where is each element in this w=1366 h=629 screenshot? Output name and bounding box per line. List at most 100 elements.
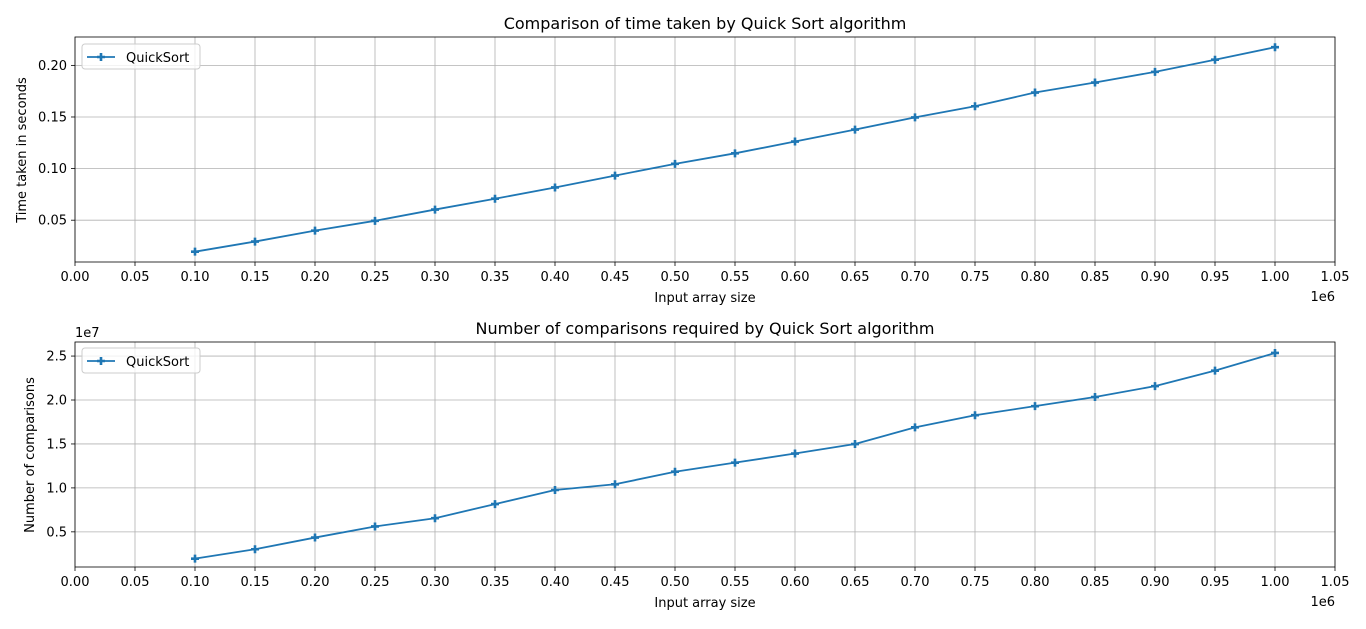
time-chart-ticks: 0.00 0.05 0.10 0.15 0.20 0.25 0.30 0.35 0.40 0.45… bbox=[38, 59, 1349, 285]
time-chart-data-point bbox=[671, 159, 679, 168]
time-chart-x-tick-label: 0.05 bbox=[121, 270, 150, 285]
comparisons-chart-x-tick-label: 0.80 bbox=[1021, 575, 1050, 590]
time-chart-x-tick-label: 0.30 bbox=[421, 270, 450, 285]
time-chart-y-tick-label: 0.05 bbox=[38, 214, 67, 229]
time-chart-y-tick-label: 0.10 bbox=[38, 162, 67, 177]
comparisons-chart-data-point bbox=[791, 449, 799, 458]
comparisons-chart-data-point bbox=[491, 500, 499, 509]
comparisons-chart-x-tick-label: 0.10 bbox=[181, 575, 210, 590]
time-chart-x-tick-label: 0.75 bbox=[961, 270, 990, 285]
time-chart-y-axis-label: Time taken in seconds bbox=[15, 77, 30, 224]
time-chart-data-point bbox=[1091, 78, 1099, 87]
comparisons-chart-data-point bbox=[671, 467, 679, 476]
time-chart-x-scale-label: 1e6 bbox=[1310, 290, 1335, 305]
comparisons-chart-data-point bbox=[371, 522, 379, 531]
comparisons-chart-data-point bbox=[1031, 402, 1039, 411]
time-chart-x-tick-label: 0.40 bbox=[541, 270, 570, 285]
time-chart-data-point bbox=[191, 247, 199, 256]
comparisons-chart-ticks: 0.00 0.05 0.10 0.15 0.20 0.25 0.30 0.35 0.40 0.45… bbox=[46, 350, 1349, 590]
time-chart-x-tick-label: 0.85 bbox=[1081, 270, 1110, 285]
time-chart-data-point bbox=[551, 183, 559, 192]
comparisons-chart-data-point bbox=[191, 554, 199, 563]
time-chart-title: Comparison of time taken by Quick Sort a… bbox=[504, 14, 907, 33]
comparisons-chart-y-tick-label: 0.5 bbox=[46, 525, 67, 540]
comparisons-chart-x-tick-label: 1.05 bbox=[1321, 575, 1350, 590]
comparisons-chart-legend-label: QuickSort bbox=[126, 355, 189, 370]
comparisons-chart-x-tick-label: 0.60 bbox=[781, 575, 810, 590]
comparisons-chart-y-tick-label: 1.5 bbox=[46, 437, 67, 452]
time-chart-data-point bbox=[491, 194, 499, 203]
comparisons-chart-x-tick-label: 0.70 bbox=[901, 575, 930, 590]
time-chart-data-point bbox=[251, 237, 259, 246]
time-chart-x-tick-label: 0.50 bbox=[661, 270, 690, 285]
time-chart-x-tick-label: 0.35 bbox=[481, 270, 510, 285]
comparisons-chart-x-axis-label: Input array size bbox=[654, 596, 755, 611]
comparisons-chart-data-point bbox=[311, 533, 319, 542]
comparisons-chart-title: Number of comparisons required by Quick … bbox=[476, 319, 935, 338]
time-chart-data-point bbox=[311, 226, 319, 235]
comparisons-chart-data-point bbox=[851, 440, 859, 449]
time-chart-y-tick-label: 0.15 bbox=[38, 110, 67, 125]
time-chart-legend-label: QuickSort bbox=[126, 51, 189, 66]
time-chart-data-point bbox=[911, 113, 919, 122]
comparisons-chart-data-point bbox=[1151, 382, 1159, 391]
time-chart-x-tick-label: 0.70 bbox=[901, 270, 930, 285]
comparisons-chart-x-tick-label: 0.75 bbox=[961, 575, 990, 590]
time-chart-data-point bbox=[791, 137, 799, 146]
comparisons-chart-axes-frame bbox=[74, 341, 1336, 568]
comparisons-chart-y-tick-label: 2.5 bbox=[46, 350, 67, 365]
time-chart-x-tick-label: 0.25 bbox=[361, 270, 390, 285]
comparisons-chart-x-tick-label: 0.20 bbox=[301, 575, 330, 590]
time-chart-data-point bbox=[851, 125, 859, 134]
comparisons-chart-data-point bbox=[431, 514, 439, 523]
comparisons-chart-y-axis-label: Number of comparisons bbox=[23, 377, 38, 533]
comparisons-chart-x-tick-label: 0.50 bbox=[661, 575, 690, 590]
time-chart-data-point bbox=[1031, 88, 1039, 97]
time-chart: Comparison of time taken by Quick Sort a… bbox=[15, 14, 1349, 306]
time-chart-x-axis-label: Input array size bbox=[654, 291, 755, 306]
comparisons-chart-x-tick-label: 0.05 bbox=[121, 575, 150, 590]
comparisons-chart-x-tick-label: 0.55 bbox=[721, 575, 750, 590]
time-chart-x-tick-label: 0.20 bbox=[301, 270, 330, 285]
time-chart-x-tick-label: 0.80 bbox=[1021, 270, 1050, 285]
time-chart-y-tick-label: 0.20 bbox=[38, 59, 67, 74]
time-chart-axes-frame bbox=[74, 36, 1336, 263]
comparisons-chart-x-tick-label: 0.45 bbox=[601, 575, 630, 590]
time-chart-x-tick-label: 0.00 bbox=[61, 270, 90, 285]
time-chart-x-tick-label: 0.15 bbox=[241, 270, 270, 285]
comparisons-chart-x-tick-label: 0.65 bbox=[841, 575, 870, 590]
comparisons-chart-x-tick-label: 0.90 bbox=[1141, 575, 1170, 590]
comparisons-chart-grid bbox=[74, 342, 1336, 567]
comparisons-chart-x-tick-label: 0.35 bbox=[481, 575, 510, 590]
comparisons-chart-y-scale-label: 1e7 bbox=[75, 326, 100, 341]
comparisons-chart: Number of comparisons required by Quick … bbox=[23, 319, 1349, 611]
time-chart-series bbox=[191, 43, 1279, 256]
comparisons-chart-data-point bbox=[251, 545, 259, 554]
comparisons-chart-y-tick-label: 1.0 bbox=[46, 481, 67, 496]
comparisons-chart-x-tick-label: 1.00 bbox=[1261, 575, 1290, 590]
comparisons-chart-x-tick-label: 0.15 bbox=[241, 575, 270, 590]
comparisons-chart-data-point bbox=[731, 458, 739, 467]
time-chart-x-tick-label: 0.55 bbox=[721, 270, 750, 285]
time-chart-x-tick-label: 0.45 bbox=[601, 270, 630, 285]
comparisons-chart-x-tick-label: 0.25 bbox=[361, 575, 390, 590]
comparisons-chart-data-point bbox=[1211, 366, 1219, 375]
legend-plus-marker-icon bbox=[97, 357, 105, 365]
time-chart-data-point bbox=[731, 149, 739, 158]
time-chart-axes bbox=[74, 36, 1336, 263]
time-chart-data-point bbox=[1151, 67, 1159, 76]
comparisons-chart-axes bbox=[74, 341, 1336, 568]
time-chart-x-tick-label: 0.10 bbox=[181, 270, 210, 285]
time-chart-x-tick-label: 0.65 bbox=[841, 270, 870, 285]
comparisons-chart-x-scale-label: 1e6 bbox=[1310, 595, 1335, 610]
time-chart-legend: QuickSort bbox=[81, 43, 201, 70]
time-chart-data-point bbox=[431, 205, 439, 214]
comparisons-chart-data-point bbox=[1091, 393, 1099, 402]
time-chart-x-tick-label: 0.60 bbox=[781, 270, 810, 285]
time-chart-x-tick-label: 0.95 bbox=[1201, 270, 1230, 285]
comparisons-chart-x-tick-label: 0.85 bbox=[1081, 575, 1110, 590]
comparisons-chart-x-tick-label: 0.30 bbox=[421, 575, 450, 590]
time-chart-data-point bbox=[1211, 55, 1219, 64]
